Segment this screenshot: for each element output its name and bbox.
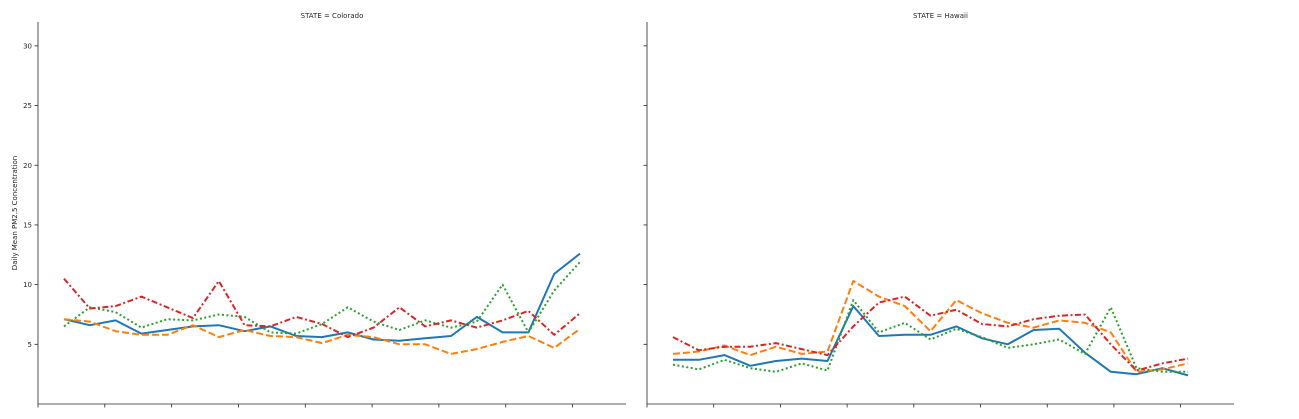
- facet-title: STATE = Colorado: [301, 12, 364, 20]
- y-tick-label: 20: [23, 162, 32, 170]
- series-line-solid: [673, 305, 1189, 377]
- y-tick-label: 30: [23, 42, 32, 50]
- series-line-dashdot: [672, 295, 1189, 372]
- series-line-dotted: [63, 261, 581, 335]
- series-line-dashed: [672, 280, 1189, 373]
- y-tick-label: 25: [23, 102, 32, 110]
- series-line-solid: [63, 252, 581, 342]
- y-axis-label: Daily Mean PM2.5 Concentration: [11, 156, 19, 270]
- y-tick-label: 15: [23, 221, 32, 229]
- facet-title: STATE = Hawaii: [913, 12, 968, 20]
- y-tick-label: 5: [28, 341, 32, 349]
- series-line-dashed: [63, 318, 581, 355]
- series-line-dotted: [672, 299, 1188, 373]
- y-tick-label: 10: [23, 281, 32, 289]
- series-line-dashdot: [63, 278, 581, 339]
